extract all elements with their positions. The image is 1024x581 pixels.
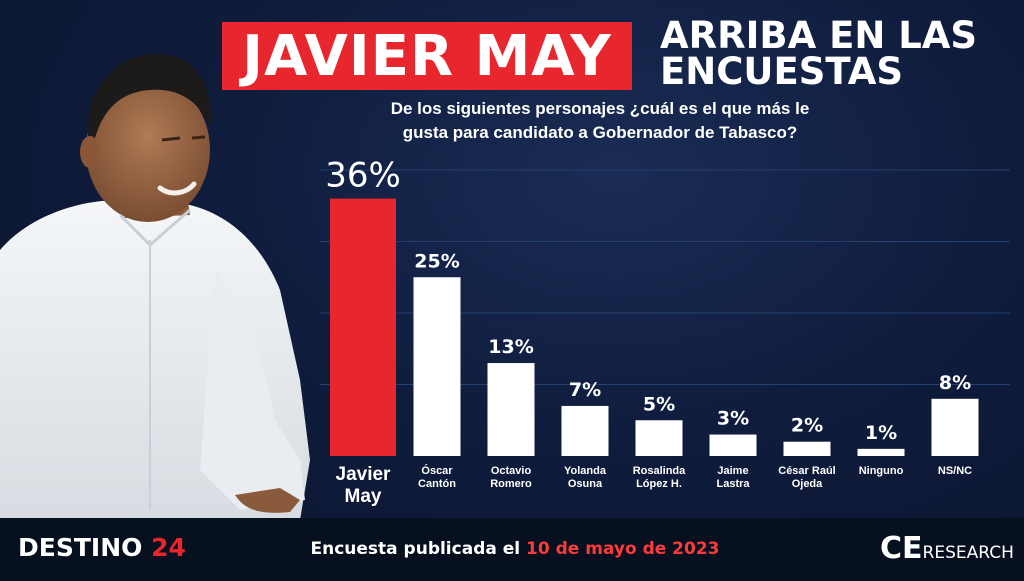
question-line-2-text: gusta para candidato a xyxy=(402,123,593,142)
category-label-line: Octavio xyxy=(491,465,532,477)
category-label: Óscar Cantón xyxy=(418,464,456,490)
bar-chart: 36% Javier May 25% Óscar Cantón 13% Octavio Rome… xyxy=(300,156,1020,520)
brand-right-ce: CE xyxy=(880,531,923,566)
category-label-line: Yolanda xyxy=(564,465,607,477)
data-label: 36% xyxy=(325,156,401,196)
data-label: 5% xyxy=(643,393,675,415)
title-line-1: ARRIBA EN LAS xyxy=(660,14,978,57)
bar xyxy=(413,277,461,456)
data-label: 7% xyxy=(569,379,601,401)
category-label: Octavio Romero xyxy=(490,465,532,490)
title-highlight: JAVIER MAY xyxy=(242,23,612,89)
data-label: 1% xyxy=(865,422,897,444)
category-label: Yolanda Osuna xyxy=(564,465,607,490)
footer-bar xyxy=(0,518,1024,581)
category-label-line: NS/NC xyxy=(938,465,972,477)
question-line-2: gusta para candidato a Gobernador de Tab… xyxy=(340,121,860,145)
bar xyxy=(709,434,757,456)
category-label-line: Jaime xyxy=(717,465,748,477)
category-label-line: Osuna xyxy=(568,478,603,490)
category-label: Ninguno xyxy=(859,465,904,477)
footer-caption: Encuesta publicada el 10 de mayo de 2023 xyxy=(300,539,730,559)
title-line-2: ENCUESTAS xyxy=(660,50,904,93)
brand-left-number: 24 xyxy=(151,533,186,562)
data-label: 25% xyxy=(414,250,459,272)
category-label-line: Óscar xyxy=(421,464,453,477)
category-label-line: Cantón xyxy=(418,478,456,490)
candidate-photo xyxy=(0,53,310,520)
title-subtitle: ARRIBA EN LAS ENCUESTAS xyxy=(660,14,1000,93)
question-end: ? xyxy=(786,123,798,142)
brand-left-text: DESTINO xyxy=(18,533,143,562)
category-label-line: Lastra xyxy=(716,478,750,490)
category-label: César Raúl Ojeda xyxy=(778,465,835,490)
data-label: 8% xyxy=(939,372,971,394)
category-label-line: May xyxy=(345,486,382,507)
category-label: Javier May xyxy=(336,464,392,507)
bar xyxy=(330,198,396,456)
brand-destino24-logo: DESTINO 24 xyxy=(18,533,186,562)
data-label: 3% xyxy=(717,408,749,430)
brand-ceresearch-logo: CERESEARCH xyxy=(880,531,1014,566)
bar xyxy=(857,448,905,456)
category-label-line: Ojeda xyxy=(792,478,823,490)
bar-chart-svg: 36% Javier May 25% Óscar Cantón 13% Octavio Rome… xyxy=(320,156,1010,507)
bar xyxy=(931,398,979,456)
title-highlight-box: JAVIER MAY xyxy=(222,22,632,90)
survey-question: De los siguientes personajes ¿cuál es el… xyxy=(340,97,860,145)
bar xyxy=(487,363,535,456)
category-label-line: Romero xyxy=(490,478,532,490)
data-label: 2% xyxy=(791,415,823,437)
data-label: 13% xyxy=(488,336,533,358)
bar xyxy=(635,420,683,456)
question-emphasis: Gobernador de Tabasco xyxy=(592,123,787,142)
category-label: Rosalinda López H. xyxy=(633,465,686,490)
brand-right-research: RESEARCH xyxy=(922,543,1014,563)
question-line-1: De los siguientes personajes ¿cuál es el… xyxy=(390,99,810,118)
category-label-line: Javier xyxy=(336,464,392,485)
category-label-line: Ninguno xyxy=(859,465,904,477)
category-label-line: López H. xyxy=(636,478,682,490)
category-label: Jaime Lastra xyxy=(716,465,750,490)
footer-caption-prefix: Encuesta publicada el xyxy=(310,539,521,559)
bar xyxy=(783,441,831,456)
category-label: NS/NC xyxy=(938,465,972,477)
footer-caption-date: 10 de mayo de 2023 xyxy=(526,539,720,559)
category-label-line: Rosalinda xyxy=(633,465,686,477)
bar xyxy=(561,405,609,456)
category-label-line: César Raúl xyxy=(778,465,835,477)
